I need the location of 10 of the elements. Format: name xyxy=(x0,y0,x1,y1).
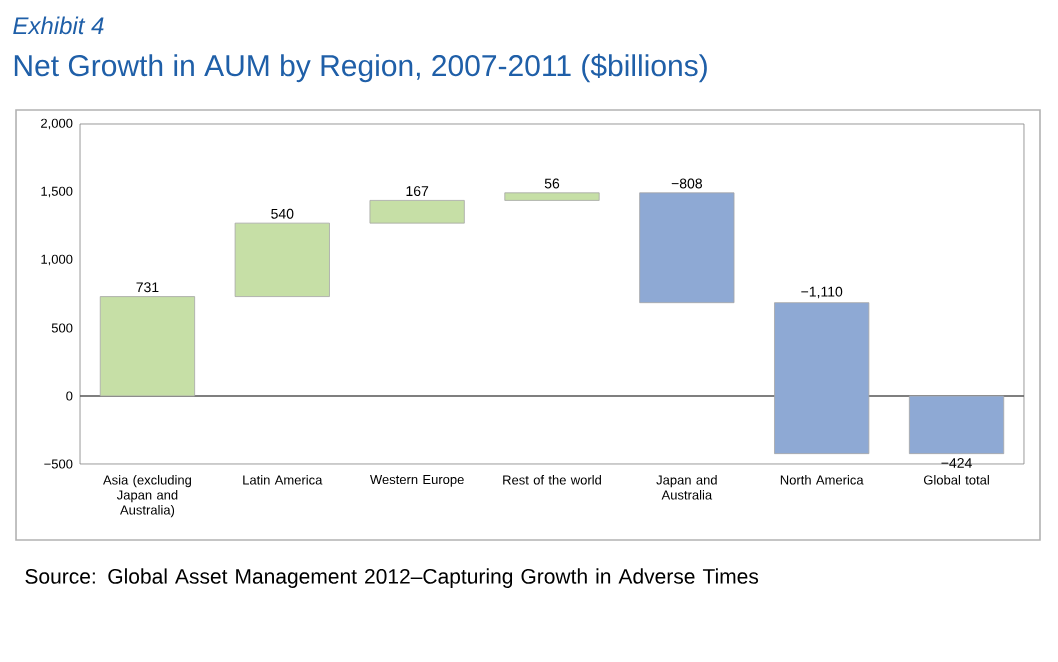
bar xyxy=(504,192,600,201)
chart-title: Net Growth in AUM by Region, 2007-2011 ($billions) xyxy=(14,53,707,83)
bar xyxy=(639,192,735,304)
chart-subtitle: Exhibit 4 xyxy=(13,16,104,35)
bar xyxy=(908,395,1005,455)
bar xyxy=(369,200,465,224)
bar xyxy=(99,296,196,397)
source-note: Source: Global Asset Management 2012–Capturing Growth in Adverse Times xyxy=(25,568,759,588)
bar xyxy=(234,222,330,297)
bar xyxy=(774,302,870,455)
